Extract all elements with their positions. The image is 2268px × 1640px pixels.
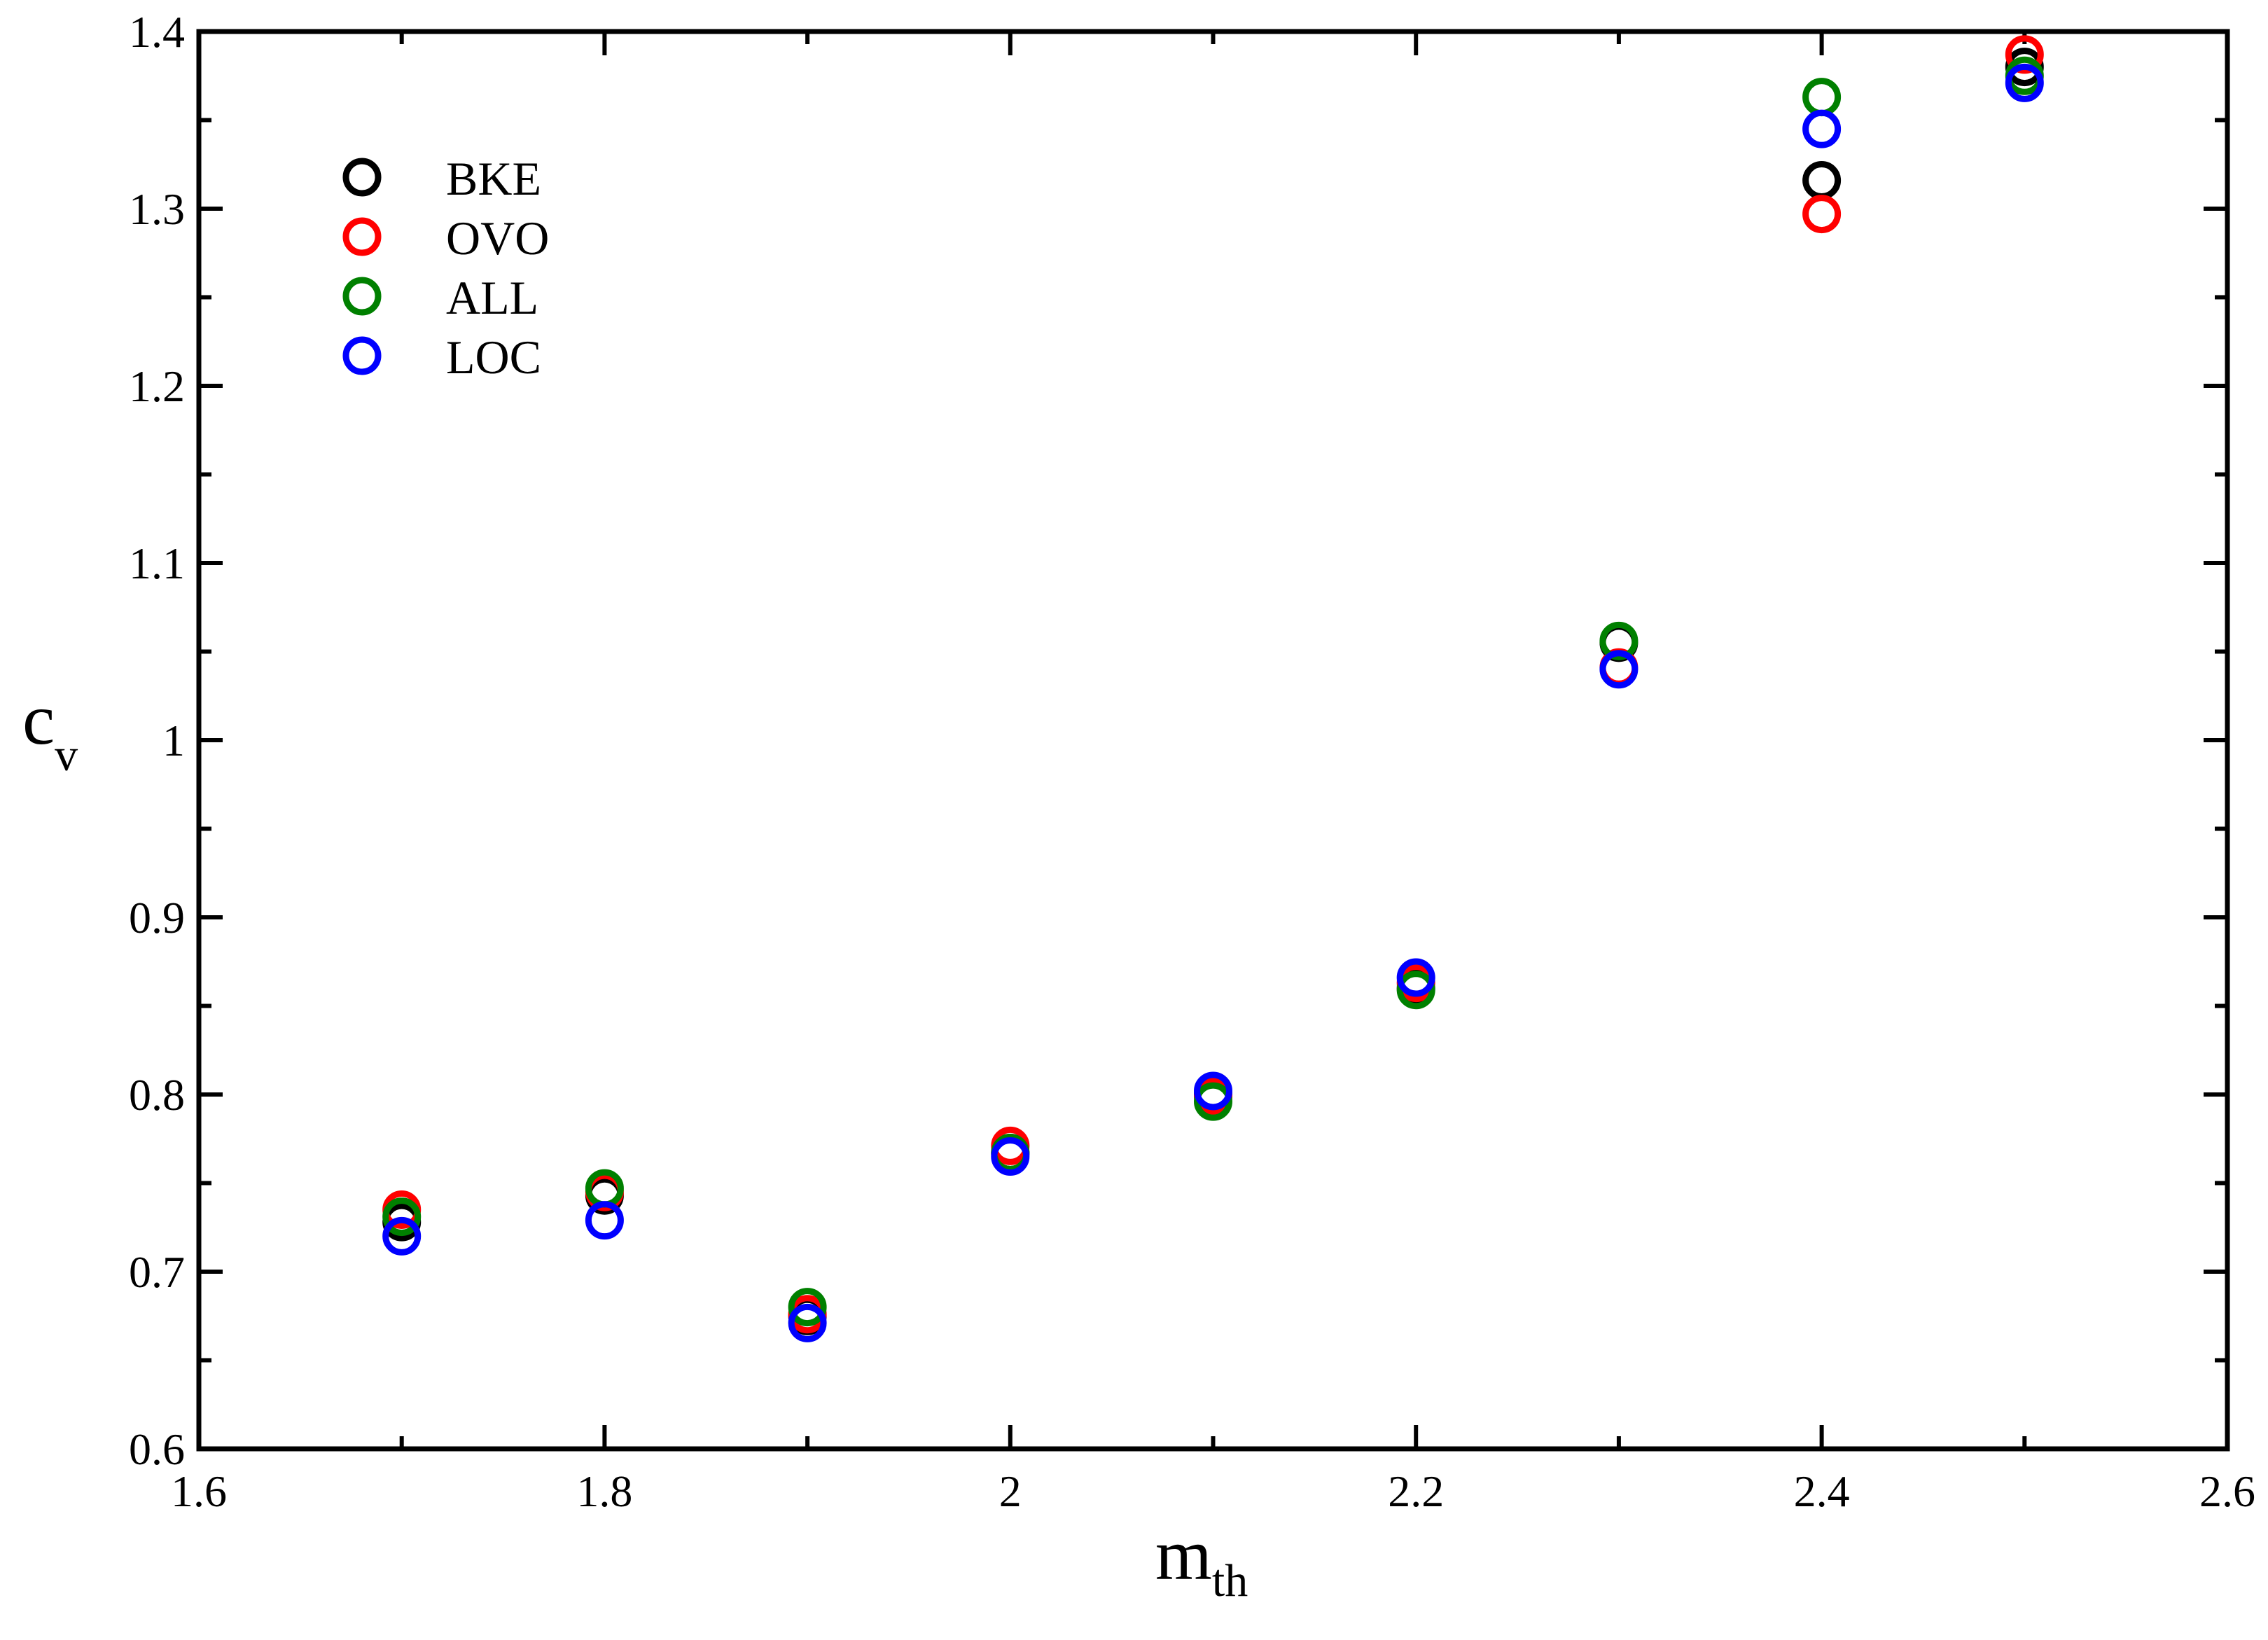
data-point <box>2005 35 2044 74</box>
legend-item-ovo: OVO <box>342 211 549 265</box>
y-tick-label: 1.2 <box>129 361 185 411</box>
data-points <box>382 35 2044 1342</box>
y-tick-label: 1.4 <box>129 7 185 57</box>
data-point <box>382 1216 422 1256</box>
legend-item-all: ALL <box>342 271 538 324</box>
series-ovo <box>382 35 2044 1334</box>
y-tick-labels: 0.6 0.7 0.8 0.9 1 1.1 1.2 1.3 1.4 <box>129 7 185 1474</box>
data-point <box>2005 63 2044 102</box>
legend-label: LOC <box>446 331 541 384</box>
series-all <box>382 56 2044 1327</box>
legend-item-bke: BKE <box>342 152 541 205</box>
data-point <box>1802 195 1842 234</box>
data-point <box>1396 958 1435 997</box>
data-point <box>1802 78 1842 117</box>
legend-marker <box>342 217 382 256</box>
legend-item-loc: LOC <box>342 331 541 384</box>
legend-label: OVO <box>446 211 549 265</box>
data-point <box>382 1197 422 1237</box>
data-point <box>788 1303 827 1342</box>
data-point <box>788 1288 827 1327</box>
x-axis-label-main: m <box>1155 1515 1212 1595</box>
x-axis-label: mth <box>1155 1515 1248 1606</box>
series-loc <box>382 63 2044 1342</box>
y-tick-label: 0.6 <box>129 1424 185 1474</box>
legend-label: BKE <box>446 152 541 205</box>
x-tick-labels: 1.6 1.8 2 2.2 2.4 2.6 <box>171 1466 2255 1516</box>
data-point <box>1194 1082 1232 1121</box>
legend-marker <box>342 277 382 316</box>
data-point <box>991 1137 1030 1176</box>
legend-label: ALL <box>446 271 538 324</box>
y-tick-label: 1 <box>162 716 185 765</box>
x-tick-label: 2.6 <box>2199 1466 2255 1516</box>
y-tick-label: 0.8 <box>129 1070 185 1120</box>
data-point <box>1396 971 1435 1010</box>
series-bke <box>382 48 2044 1335</box>
x-tick-label: 2.4 <box>1794 1466 1850 1516</box>
x-tick-label: 2 <box>999 1466 1022 1516</box>
plot-area-frame <box>196 29 2230 1452</box>
data-point <box>585 1201 624 1240</box>
data-point <box>1194 1071 1232 1111</box>
y-tick-label: 0.9 <box>129 893 185 943</box>
data-point <box>1599 621 1639 660</box>
x-tick-label: 1.6 <box>171 1466 227 1516</box>
x-tick-label: 1.8 <box>576 1466 632 1516</box>
y-axis-label-subscript: v <box>55 730 78 781</box>
y-tick-label: 0.7 <box>129 1247 185 1297</box>
x-tick-label: 2.2 <box>1388 1466 1444 1516</box>
legend: BKE OVO ALL LOC <box>342 152 549 384</box>
data-point <box>1802 161 1842 200</box>
y-axis-label: cv <box>22 679 78 781</box>
x-axis-label-subscript: th <box>1212 1555 1248 1606</box>
y-axis-label-main: c <box>22 679 55 760</box>
data-point <box>1599 650 1639 689</box>
data-point <box>1802 109 1842 148</box>
legend-marker <box>342 336 382 375</box>
y-tick-label: 1.3 <box>129 184 185 234</box>
legend-marker <box>342 158 382 197</box>
y-tick-label: 1.1 <box>129 538 185 588</box>
